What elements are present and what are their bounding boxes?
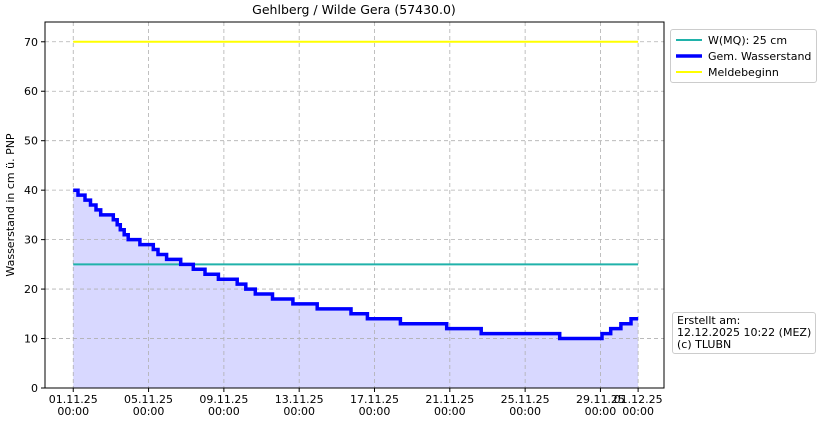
legend-entry: Gem. Wasserstand — [676, 48, 811, 64]
legend-swatch — [676, 54, 702, 58]
y-tick-label: 30 — [24, 234, 38, 247]
x-tick-label: 21.11.25 00:00 — [425, 393, 475, 418]
chart-title: Gehlberg / Wilde Gera (57430.0) — [252, 2, 456, 17]
x-tick-label: 13.11.25 00:00 — [274, 393, 324, 418]
x-tick-label: 25.11.25 00:00 — [500, 393, 550, 418]
y-tick-label: 70 — [24, 36, 38, 49]
x-tick-label: 29.11.25 00:00 — [575, 393, 625, 418]
y-tick-label: 20 — [24, 283, 38, 296]
legend-entry: W(MQ): 25 cm — [676, 32, 811, 48]
legend-label: W(MQ): 25 cm — [708, 33, 788, 47]
legend-entry: Meldebeginn — [676, 64, 811, 80]
y-tick-label: 0 — [31, 382, 38, 395]
legend-swatch — [676, 71, 702, 73]
legend-swatch — [676, 39, 702, 41]
y-axis-label: Wasserstand in cm ü. PNP — [4, 133, 17, 277]
plot-frame — [44, 21, 665, 389]
legend-label: Gem. Wasserstand — [708, 49, 812, 63]
y-tick-label: 10 — [24, 333, 38, 346]
x-tick-label: 09.11.25 00:00 — [199, 393, 249, 418]
y-tick-label: 50 — [24, 135, 38, 148]
x-tick-label: 01.11.25 00:00 — [48, 393, 98, 418]
y-tick-label: 40 — [24, 184, 38, 197]
annotation: Erstellt am: 12.12.2025 10:22 (MEZ) (c) … — [672, 312, 817, 354]
x-tick-label: 05.11.25 00:00 — [124, 393, 174, 418]
x-tick-label: 01.12.25 00:00 — [613, 393, 663, 418]
legend-label: Meldebeginn — [708, 65, 779, 79]
x-tick-label: 17.11.25 00:00 — [350, 393, 399, 418]
line — [73, 188, 639, 341]
legend: W(MQ): 25 cm Gem. Wasserstand Meldebeginn — [670, 29, 818, 83]
y-tick-label: 60 — [24, 85, 38, 98]
